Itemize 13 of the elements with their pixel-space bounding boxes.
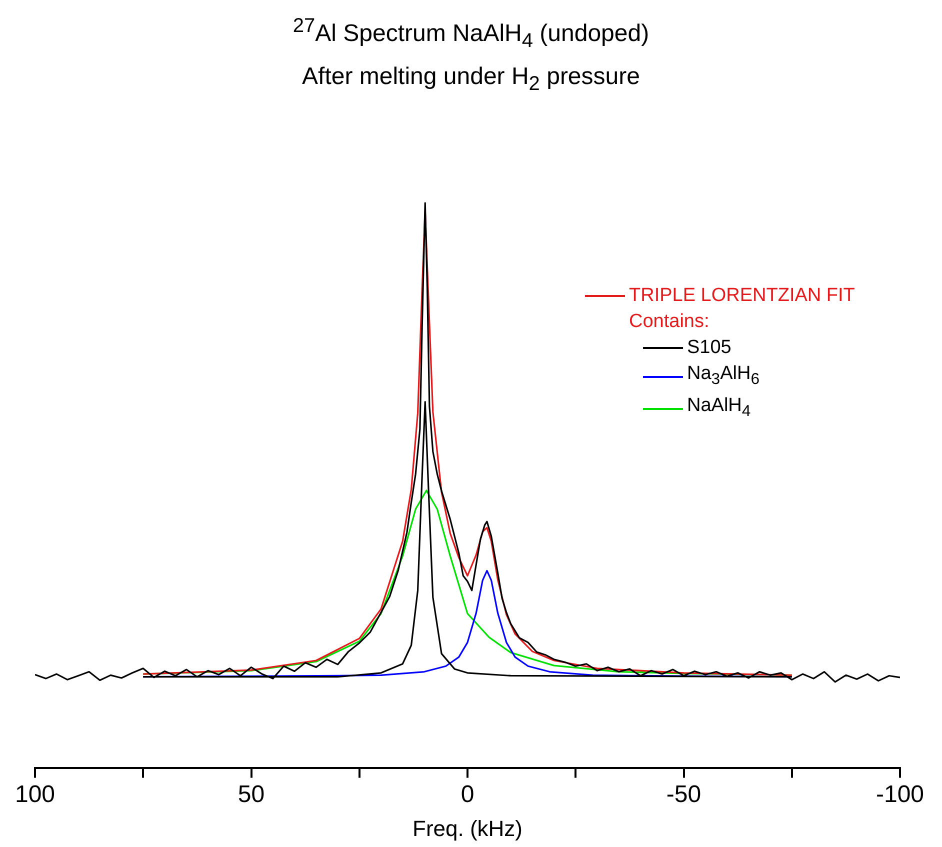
annotation: Contains:: [629, 310, 710, 334]
x-tick-label: 50: [238, 780, 265, 808]
legend-label: TRIPLE LORENTZIAN FIT: [629, 284, 855, 308]
legend-label: NaAlH$_{4}$: [687, 394, 751, 422]
chart-title: $^{27}$Al Spectrum NaAlH$_{4}$ (undoped): [292, 14, 650, 54]
x-tick-label: 100: [14, 780, 56, 808]
x-tick-label: -50: [666, 780, 702, 808]
x-tick-label: -100: [876, 780, 924, 808]
x-tick-label: 0: [460, 780, 474, 808]
chart-subtitle: After melting under H$_{2}$ pressure: [301, 62, 641, 97]
legend-label: Na$_{3}$AlH$_{6}$: [687, 362, 760, 390]
legend-label: S105: [687, 336, 732, 360]
x-axis-title: Freq. (kHz): [412, 816, 522, 841]
